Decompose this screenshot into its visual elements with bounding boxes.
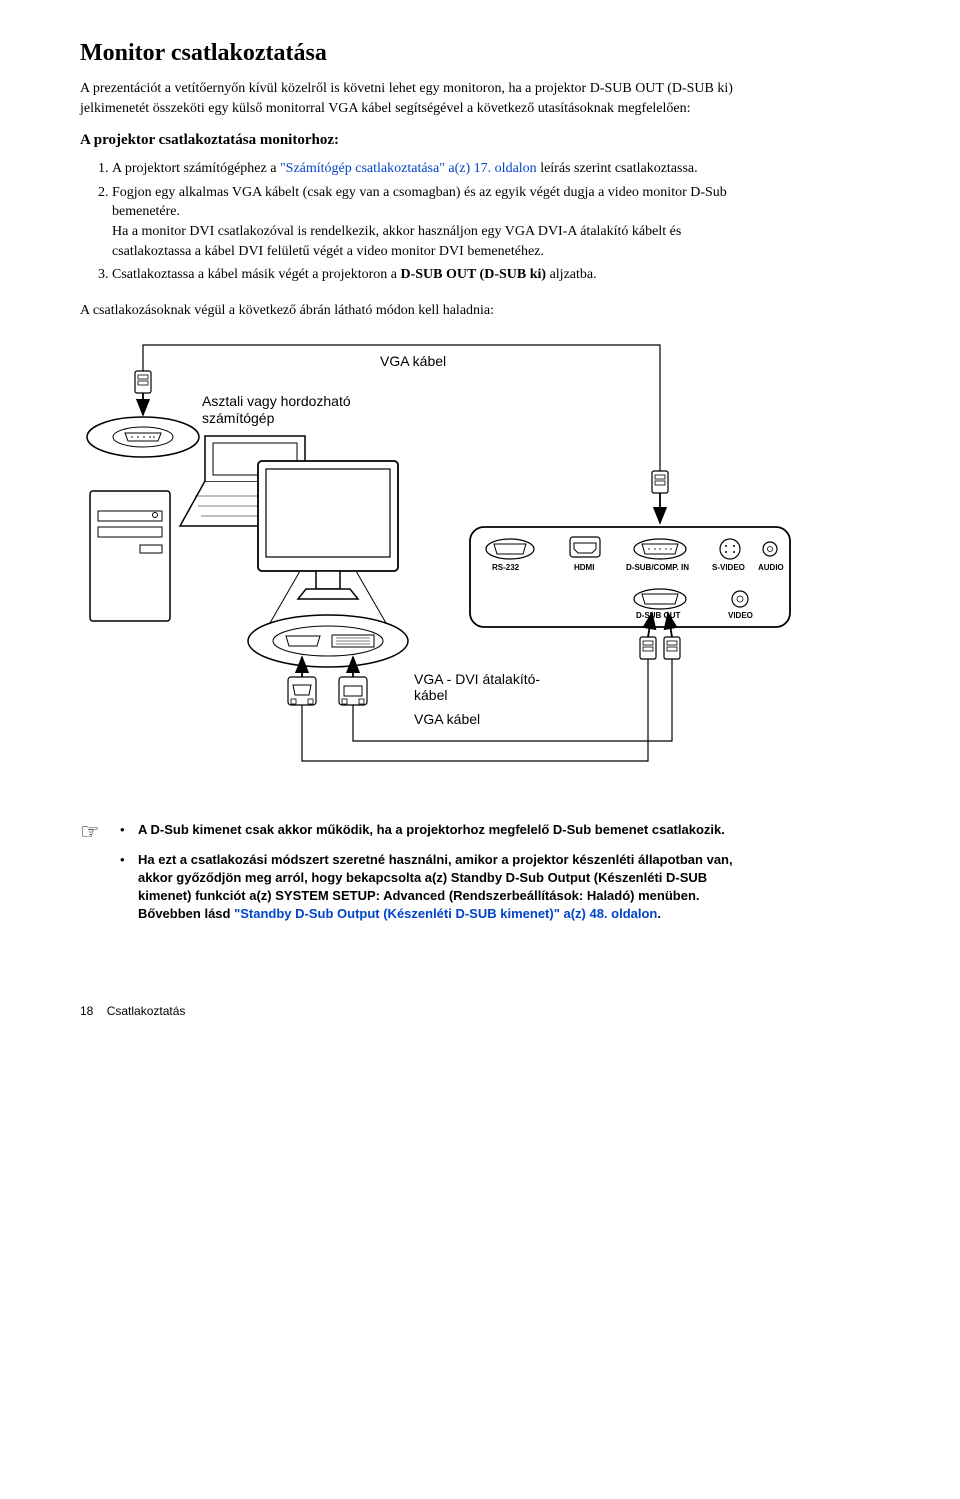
- step-2-text: Fogjon egy alkalmas VGA kábelt (csak egy…: [112, 185, 727, 220]
- step-2: Fogjon egy alkalmas VGA kábelt (csak egy…: [112, 183, 760, 261]
- page-title: Monitor csatlakoztatása: [80, 40, 760, 67]
- note-1-text: A D-Sub kimenet csak akkor működik, ha a…: [138, 822, 725, 837]
- bullet-icon: •: [120, 821, 138, 839]
- page-footer: 18 Csatlakoztatás: [80, 1004, 760, 1018]
- connection-diagram: VGA kábel Asztali vagy hordozható számít…: [80, 331, 800, 791]
- steps-list: A projektort számítógéphez a "Számítógép…: [80, 159, 760, 285]
- note-2-link[interactable]: "Standby D-Sub Output (Készenléti D-SUB …: [234, 906, 657, 921]
- intro-paragraph: A prezentációt a vetítőernyőn kívül köze…: [80, 79, 760, 118]
- note-2-post: .: [657, 906, 661, 921]
- port-label-audio: AUDIO: [758, 563, 784, 572]
- step-1-pre: A projektort számítógéphez a: [112, 161, 280, 176]
- final-line: A csatlakozásoknak végül a következő ábr…: [80, 303, 760, 319]
- port-label-svideo: S-VIDEO: [712, 563, 745, 572]
- pointing-hand-icon: ☞: [80, 821, 120, 843]
- port-label-hdmi: HDMI: [574, 563, 594, 572]
- port-label-dsub-out: D-SUB OUT: [636, 611, 680, 620]
- note-2: • Ha ezt a csatlakozási módszert szeretn…: [80, 851, 760, 924]
- diagram-label-vga-dvi-l2: kábel: [414, 687, 447, 703]
- diagram-label-computer-l2: számítógép: [202, 410, 274, 426]
- footer-section: Csatlakoztatás: [107, 1004, 186, 1018]
- step-1: A projektort számítógéphez a "Számítógép…: [112, 159, 760, 179]
- diagram-label-computer-l1: Asztali vagy hordozható: [202, 393, 351, 409]
- step-3-post: aljzatba.: [546, 267, 597, 282]
- step-3-bold: D-SUB OUT (D-SUB ki): [400, 267, 546, 282]
- port-label-rs232: RS-232: [492, 563, 519, 572]
- page-number: 18: [80, 1004, 93, 1018]
- diagram-label-vga-dvi-l1: VGA - DVI átalakító-: [414, 671, 540, 687]
- step-1-post: leírás szerint csatlakoztassa.: [537, 161, 698, 176]
- port-label-dsub-comp: D-SUB/COMP. IN: [626, 563, 689, 572]
- note-1: ☞ • A D-Sub kimenet csak akkor működik, …: [80, 821, 760, 843]
- step-2b-text: Ha a monitor DVI csatlakozóval is rendel…: [112, 224, 681, 259]
- bullet-icon: •: [120, 851, 138, 869]
- diagram-label-vga-top: VGA kábel: [380, 353, 446, 369]
- port-label-video: VIDEO: [728, 611, 753, 620]
- sub-heading: A projektor csatlakoztatása monitorhoz:: [80, 132, 760, 149]
- step-3-pre: Csatlakoztassa a kábel másik végét a pro…: [112, 267, 400, 282]
- diagram-label-vga-bottom: VGA kábel: [414, 711, 480, 727]
- step-3: Csatlakoztassa a kábel másik végét a pro…: [112, 265, 760, 285]
- step-1-link[interactable]: "Számítógép csatlakoztatása" a(z) 17. ol…: [280, 161, 537, 176]
